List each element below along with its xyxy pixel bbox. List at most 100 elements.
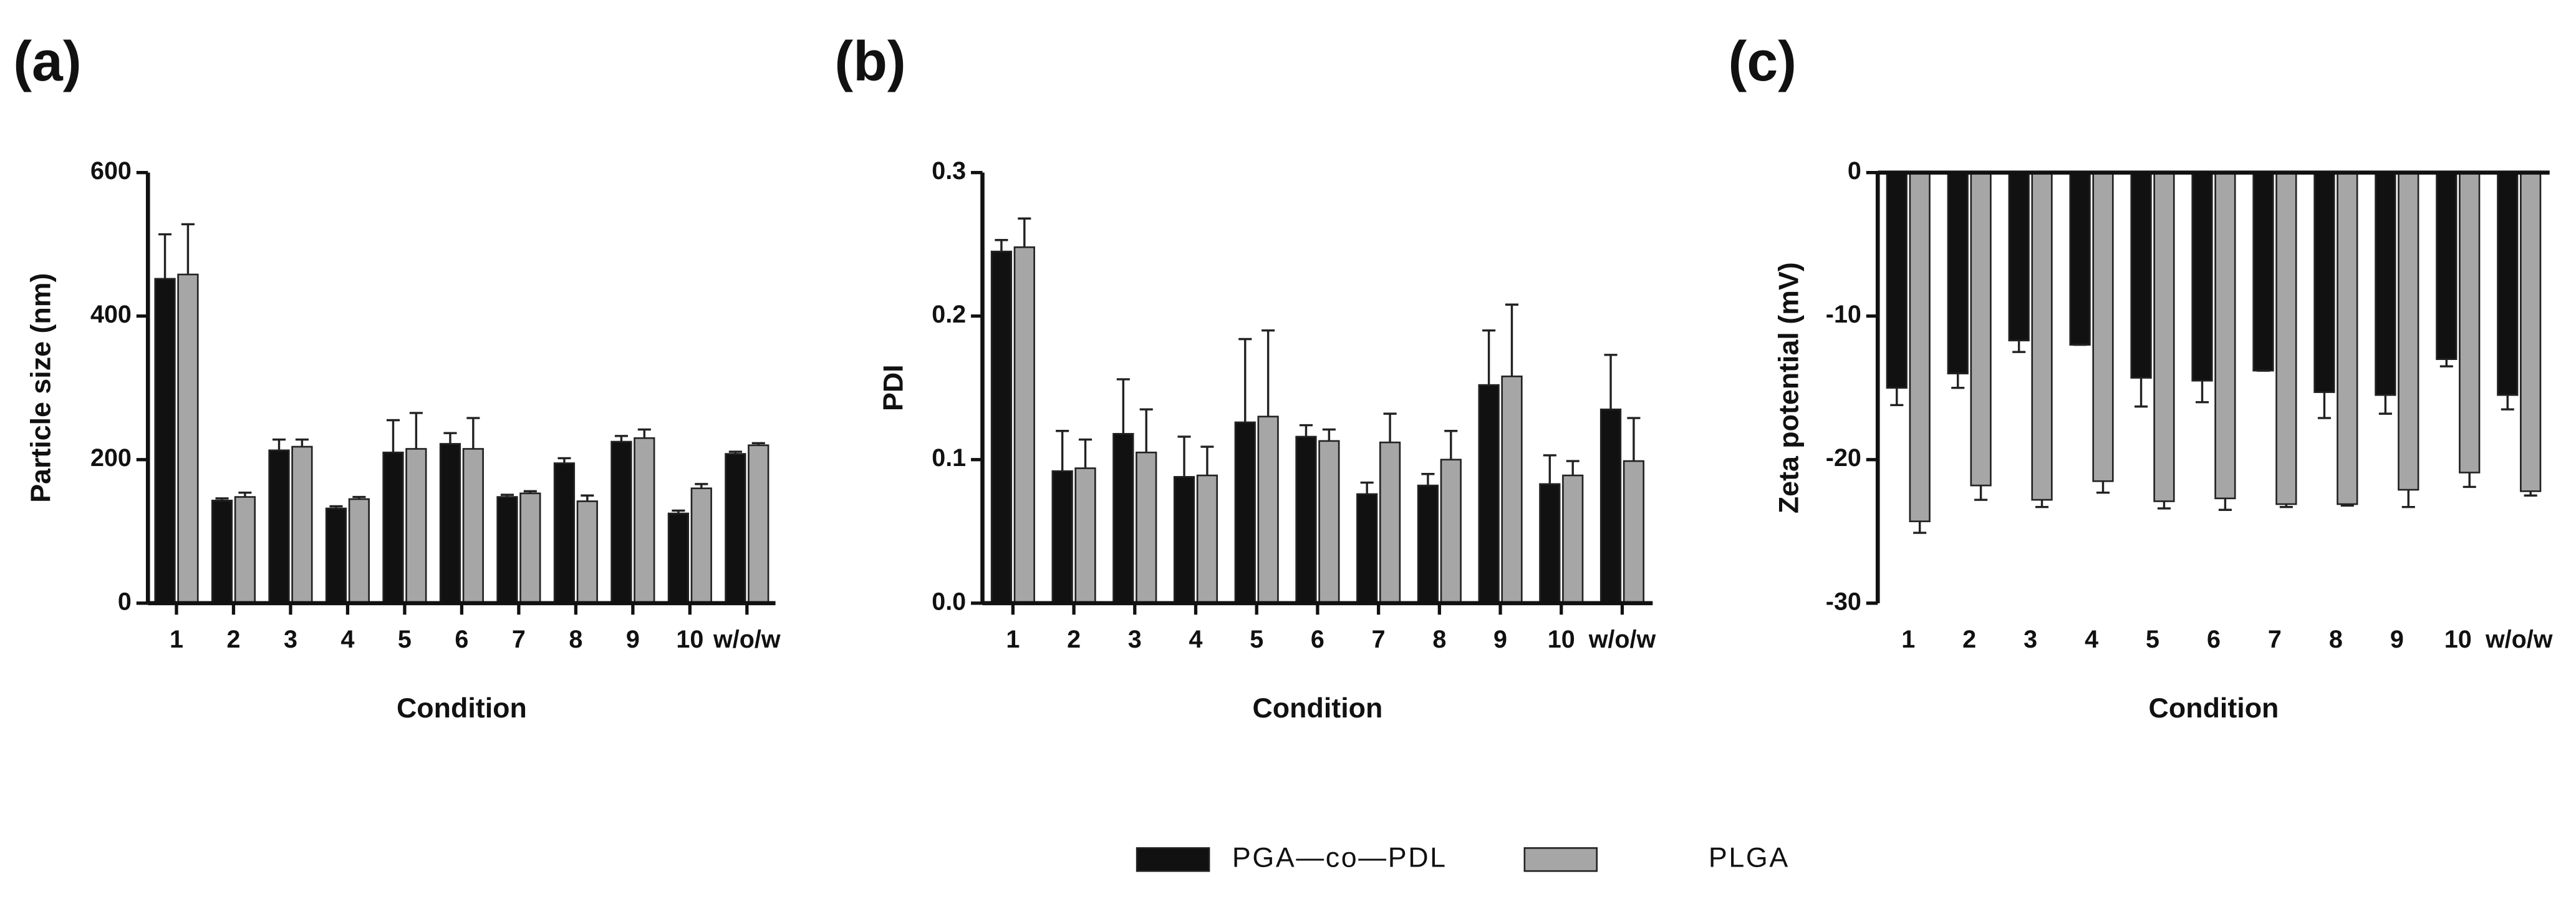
bar xyxy=(553,462,576,605)
x-tick-label: 2 xyxy=(226,626,240,653)
x-tick-label: 5 xyxy=(398,626,412,653)
x-tick-label: 4 xyxy=(1189,626,1203,653)
y-tick-label: 0 xyxy=(1848,157,1861,185)
x-tick-label: 3 xyxy=(1128,626,1142,653)
y-tick-label: 0.1 xyxy=(932,444,966,472)
bar xyxy=(1947,172,1969,375)
bar xyxy=(1599,408,1622,605)
bar xyxy=(405,448,427,605)
x-tick-label: 9 xyxy=(1493,626,1507,653)
bar xyxy=(1074,467,1096,605)
x-tick-label: 7 xyxy=(2268,626,2282,653)
y-tick-label: -10 xyxy=(1826,301,1861,328)
bar xyxy=(610,440,632,605)
bar xyxy=(2337,172,2358,505)
x-axis-label: Condition xyxy=(1252,692,1382,724)
x-tick-label: 1 xyxy=(170,626,183,653)
bar xyxy=(1623,460,1645,605)
bar xyxy=(2214,172,2236,500)
x-tick-label: 6 xyxy=(2207,626,2221,653)
x-tick-label: 1 xyxy=(1006,626,1020,653)
bar xyxy=(1886,172,1908,389)
bar xyxy=(690,487,712,605)
y-axis-label: Zeta potential (mV) xyxy=(1773,262,1804,513)
x-tick-label: w/o/w xyxy=(2485,626,2553,653)
x-tick-label: 8 xyxy=(569,626,582,653)
x-tick-label: 7 xyxy=(1372,626,1386,653)
bar xyxy=(1112,433,1134,605)
bar xyxy=(576,500,598,605)
bar xyxy=(2497,172,2519,396)
bar xyxy=(177,273,199,605)
bar xyxy=(2375,172,2396,396)
bar xyxy=(1379,441,1401,605)
bar xyxy=(1013,246,1035,605)
bar xyxy=(2459,172,2481,474)
x-tick-label: 5 xyxy=(2146,626,2159,653)
bar xyxy=(439,443,461,605)
bar xyxy=(211,499,233,605)
panel-title: (a) xyxy=(13,30,81,92)
bar xyxy=(1173,476,1195,605)
bar xyxy=(325,507,347,605)
bar xyxy=(382,451,404,605)
bar xyxy=(990,250,1013,605)
bar xyxy=(2313,172,2335,393)
x-tick-label: 10 xyxy=(1548,626,1575,653)
bar xyxy=(496,496,518,605)
bar xyxy=(2436,172,2458,361)
bar xyxy=(725,453,746,605)
legend-swatch xyxy=(1523,847,1598,872)
x-tick-label: 3 xyxy=(2024,626,2037,653)
bar xyxy=(1417,484,1439,605)
x-tick-label: 2 xyxy=(1962,626,1976,653)
y-tick-label: -20 xyxy=(1826,444,1861,472)
bar xyxy=(462,448,484,605)
bar xyxy=(1136,451,1157,605)
x-tick-label: w/o/w xyxy=(1588,626,1656,653)
x-tick-label: 10 xyxy=(676,626,703,653)
bar xyxy=(291,445,313,605)
bar xyxy=(2069,172,2091,346)
bar xyxy=(348,498,370,605)
y-tick-label: 200 xyxy=(90,444,132,472)
bar xyxy=(1909,172,1931,522)
x-axis-label: Condition xyxy=(2149,692,2279,724)
panel-title: (b) xyxy=(834,30,905,92)
bar xyxy=(2191,172,2213,382)
bar xyxy=(1051,470,1073,605)
bar xyxy=(2153,172,2175,502)
bar xyxy=(268,449,290,605)
bar xyxy=(1318,440,1340,605)
x-tick-label: 7 xyxy=(512,626,526,653)
x-tick-label: 4 xyxy=(2085,626,2098,653)
bar xyxy=(1562,474,1584,605)
x-tick-label: 8 xyxy=(1432,626,1446,653)
bar xyxy=(2398,172,2419,491)
bar xyxy=(519,492,541,605)
bar xyxy=(1356,493,1378,605)
x-tick-label: 6 xyxy=(455,626,468,653)
x-tick-label: 1 xyxy=(1901,626,1915,653)
x-tick-label: 6 xyxy=(1311,626,1324,653)
bar xyxy=(667,512,690,605)
x-axis-label: Condition xyxy=(397,692,527,724)
bar xyxy=(1257,415,1279,605)
bar xyxy=(154,278,176,605)
y-axis-label: Particle size (nm) xyxy=(25,273,56,503)
bar xyxy=(1478,384,1500,605)
x-tick-label: 5 xyxy=(1250,626,1263,653)
x-tick-label: 3 xyxy=(284,626,297,653)
bar xyxy=(634,437,655,605)
bar xyxy=(1970,172,1992,487)
bar xyxy=(2008,172,2030,342)
bar xyxy=(748,444,769,605)
legend-label: PLGA xyxy=(1709,842,1790,873)
y-tick-label: 600 xyxy=(90,157,132,185)
bar xyxy=(1539,483,1561,605)
bar xyxy=(2092,172,2114,482)
y-tick-label: 0.0 xyxy=(932,588,966,615)
y-axis-label: PDI xyxy=(878,364,909,411)
bar xyxy=(1501,375,1523,605)
legend-swatch xyxy=(1136,847,1210,872)
